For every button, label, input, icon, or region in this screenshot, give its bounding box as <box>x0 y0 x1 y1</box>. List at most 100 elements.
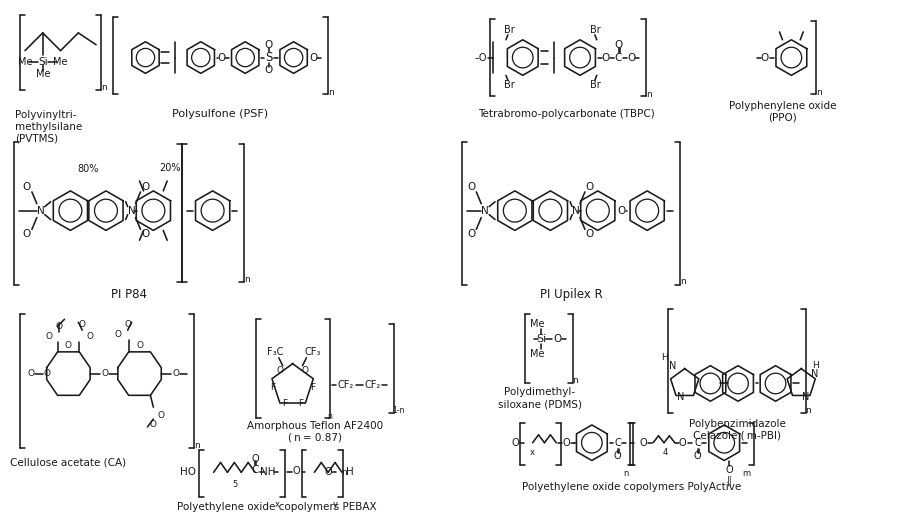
Text: O: O <box>55 322 62 331</box>
Text: H: H <box>812 361 818 370</box>
Text: O: O <box>467 182 475 192</box>
Text: N: N <box>677 392 684 402</box>
Text: O: O <box>136 342 143 350</box>
Text: Br: Br <box>590 80 601 90</box>
Text: N: N <box>37 206 45 215</box>
Text: O: O <box>141 230 149 240</box>
Text: O: O <box>292 467 301 476</box>
Text: O: O <box>617 206 626 215</box>
Text: O: O <box>310 52 318 63</box>
Text: Polyphenylene oxide
(PPO): Polyphenylene oxide (PPO) <box>729 101 836 123</box>
Text: Br: Br <box>503 25 514 35</box>
Text: NH: NH <box>260 468 275 477</box>
Text: C: C <box>694 438 701 448</box>
Text: O: O <box>251 453 259 463</box>
Text: O: O <box>141 182 149 192</box>
Text: Br: Br <box>590 25 601 35</box>
Text: O: O <box>276 366 284 375</box>
Text: H: H <box>346 468 354 477</box>
Text: Me: Me <box>530 349 544 359</box>
Text: Me: Me <box>53 56 68 66</box>
Text: O: O <box>614 451 621 461</box>
Text: n: n <box>806 406 811 415</box>
Text: N: N <box>572 206 580 215</box>
Text: 4: 4 <box>662 448 668 457</box>
Text: Me: Me <box>18 56 32 66</box>
Text: Polyethylene oxide copolymers PolyActive: Polyethylene oxide copolymers PolyActive <box>522 482 741 492</box>
Text: O: O <box>511 438 518 448</box>
Text: PI Upilex R: PI Upilex R <box>540 288 602 301</box>
Text: PI P84: PI P84 <box>111 288 147 301</box>
Text: F: F <box>270 383 275 392</box>
Text: O: O <box>65 342 72 350</box>
Text: 1-n: 1-n <box>392 406 404 415</box>
Text: O: O <box>554 334 562 344</box>
Text: y: y <box>333 501 338 509</box>
Text: O: O <box>265 40 273 50</box>
Text: Cellulose acetate (CA): Cellulose acetate (CA) <box>11 458 127 468</box>
Text: H: H <box>662 354 669 362</box>
Text: O: O <box>43 369 50 378</box>
Text: 80%: 80% <box>77 164 99 174</box>
Text: C: C <box>251 465 259 475</box>
Text: n: n <box>646 89 652 99</box>
Text: m: m <box>742 469 750 478</box>
Text: n: n <box>328 88 334 97</box>
Text: O: O <box>302 366 309 375</box>
Text: Me: Me <box>530 319 544 329</box>
Text: O: O <box>615 40 623 50</box>
Text: N: N <box>482 206 489 215</box>
Text: Tetrabromo-polycarbonate (TBPC): Tetrabromo-polycarbonate (TBPC) <box>478 109 654 119</box>
Text: O: O <box>124 320 131 329</box>
Text: O: O <box>586 182 594 192</box>
Text: n: n <box>194 441 200 450</box>
Text: Polyethylene oxide copolymers PEBAX: Polyethylene oxide copolymers PEBAX <box>177 502 376 512</box>
Text: C: C <box>614 438 621 448</box>
Text: O: O <box>27 369 34 378</box>
Text: O: O <box>158 411 165 419</box>
Text: O: O <box>586 230 594 240</box>
Text: x: x <box>274 501 279 509</box>
Text: x: x <box>530 448 536 457</box>
Text: Polydimethyl-
siloxane (PDMS): Polydimethyl- siloxane (PDMS) <box>498 388 581 409</box>
Text: CF₂: CF₂ <box>364 380 381 391</box>
Text: O: O <box>218 52 226 63</box>
Text: O: O <box>562 438 570 448</box>
Text: O: O <box>324 468 332 477</box>
Text: HO: HO <box>180 468 196 477</box>
Text: N: N <box>812 369 819 379</box>
Text: O: O <box>102 369 109 378</box>
Text: CF₃: CF₃ <box>304 347 320 357</box>
Text: F: F <box>298 399 303 408</box>
Text: O: O <box>45 332 52 340</box>
Text: O: O <box>760 52 769 63</box>
Text: O: O <box>86 332 94 340</box>
Text: Polyvinyltri-
methylsilane
(PVTMS): Polyvinyltri- methylsilane (PVTMS) <box>15 110 83 143</box>
Text: O: O <box>22 182 32 192</box>
Text: O: O <box>694 451 701 461</box>
Text: Amorphous Teflon AF2400
( n = 0.87): Amorphous Teflon AF2400 ( n = 0.87) <box>248 421 383 442</box>
Text: n: n <box>244 275 250 285</box>
Text: O: O <box>467 230 475 240</box>
Text: O: O <box>679 438 687 448</box>
Text: –O: –O <box>475 52 488 63</box>
Text: 20%: 20% <box>159 163 181 173</box>
Text: n: n <box>816 88 822 97</box>
Text: Polybenzimidazole
Celazole ( m-PBI): Polybenzimidazole Celazole ( m-PBI) <box>688 419 786 441</box>
Text: 5: 5 <box>233 480 238 488</box>
Text: S: S <box>266 51 273 64</box>
Text: F: F <box>283 399 287 408</box>
Text: O: O <box>114 329 122 338</box>
Text: O: O <box>79 320 86 329</box>
Text: Polysulfone (PSF): Polysulfone (PSF) <box>173 109 268 119</box>
Text: O: O <box>627 52 635 63</box>
Text: ‖: ‖ <box>726 475 732 485</box>
Text: N: N <box>803 392 810 402</box>
Text: N: N <box>670 361 677 371</box>
Text: n: n <box>341 468 346 477</box>
Text: Br: Br <box>503 80 514 90</box>
Text: O: O <box>725 465 733 475</box>
Text: C: C <box>615 52 622 63</box>
Text: n: n <box>328 412 333 420</box>
Text: O: O <box>639 438 647 448</box>
